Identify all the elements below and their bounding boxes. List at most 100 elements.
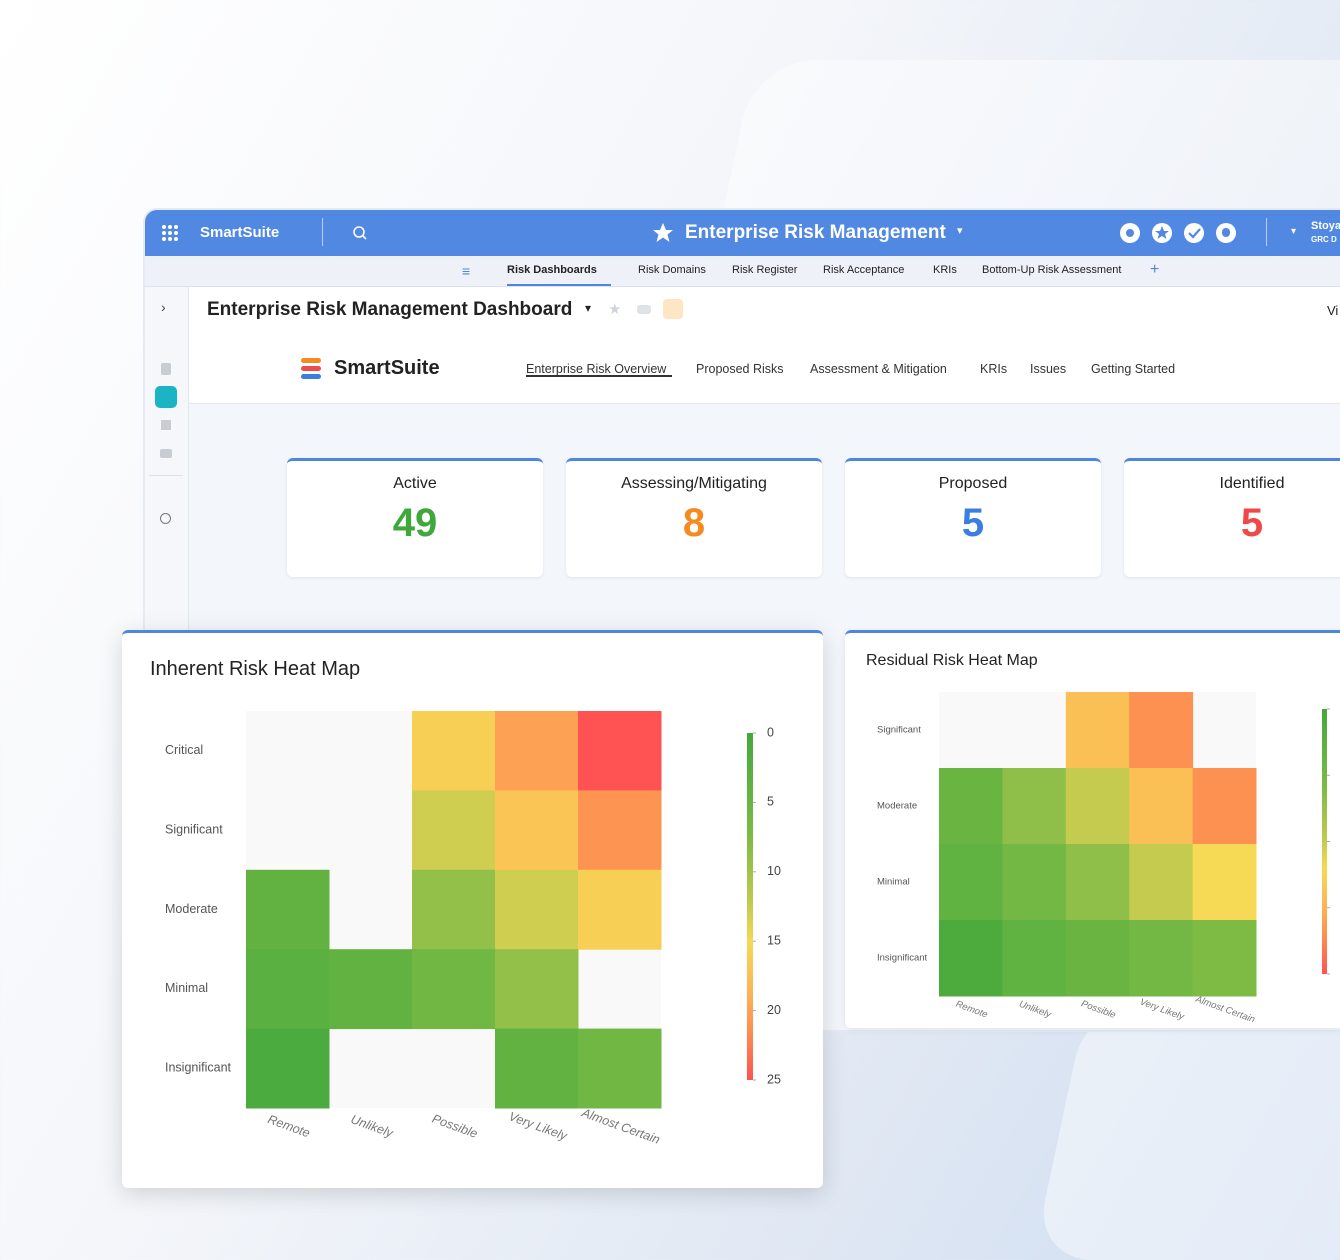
row-label: Minimal — [165, 981, 208, 995]
heat-cell — [495, 790, 579, 871]
star[interactable]: ★ — [608, 301, 622, 318]
app-title[interactable]: Enterprise Risk Management — [685, 222, 946, 243]
heat-cell — [1002, 920, 1067, 997]
residual-heatmap: Residual Risk Heat Map Significant Moderat… — [866, 652, 1330, 1025]
heat-cell — [1129, 768, 1194, 845]
card-value: 49 — [392, 501, 438, 545]
column-label: Possible — [1080, 998, 1118, 1021]
row-label: Insignificant — [165, 1061, 232, 1075]
doc-icon[interactable] — [161, 363, 171, 375]
column-label: Almost Certain — [579, 1105, 662, 1147]
search-icon[interactable] — [352, 225, 368, 241]
heat-cell — [495, 869, 579, 950]
colorbar-label: 5 — [767, 795, 774, 809]
heat-cell — [578, 790, 662, 871]
view-button[interactable]: Vi — [1327, 303, 1339, 318]
row-label: Insignificant — [877, 953, 928, 964]
heat-cell — [495, 949, 579, 1030]
apps-icon[interactable] — [161, 224, 179, 242]
heat-cell — [1065, 920, 1130, 997]
caret[interactable]: ▾ — [957, 225, 963, 237]
dashboard-icon[interactable] — [155, 386, 177, 408]
action-icons[interactable] — [1119, 222, 1239, 244]
top-bar: SmartSuite Enterprise Risk Management ▾ … — [145, 210, 1340, 256]
share-icon[interactable] — [637, 305, 651, 314]
heat-cell — [412, 869, 496, 950]
column-label: Unlikely — [349, 1112, 396, 1140]
active-underline — [526, 375, 672, 377]
column-label: Almost Certain — [1193, 993, 1256, 1025]
nav-link[interactable]: Getting Started — [1091, 362, 1176, 376]
heat-cell — [1192, 768, 1257, 845]
tab[interactable]: Risk Dashboards — [507, 264, 597, 276]
tab[interactable]: KRIs — [933, 264, 957, 276]
card-label: Active — [393, 475, 437, 492]
column-label: Very Likely — [507, 1109, 570, 1143]
bg-shape — [1032, 1000, 1340, 1260]
heat-cell — [246, 949, 330, 1030]
active-tab-underline — [507, 284, 611, 286]
row-label: Moderate — [877, 801, 917, 812]
colorbar-label: 15 — [767, 933, 781, 947]
user-icon[interactable] — [160, 513, 171, 524]
heat-cell — [1065, 844, 1130, 921]
row-label: Critical — [165, 743, 203, 757]
tab[interactable]: Risk Domains — [638, 264, 706, 276]
heat-cell — [412, 790, 496, 871]
colorbar-label: 25 — [767, 1072, 781, 1086]
user-name[interactable]: Stoya — [1311, 220, 1340, 232]
heat-cell — [246, 869, 330, 950]
inherent-heatmap: Inherent Risk Heat Map Critical Significan… — [150, 658, 781, 1147]
column-label: Unlikely — [1017, 999, 1053, 1021]
heat-cell — [329, 949, 413, 1030]
menu-icon[interactable]: ≡ — [462, 263, 471, 279]
logo: SmartSuite — [334, 357, 440, 379]
card-label: Identified — [1219, 475, 1285, 492]
logo-mark — [301, 358, 321, 379]
heat-cell — [412, 949, 496, 1030]
stat-card: Active 49 — [287, 458, 543, 577]
tab-bar: ≡ + Risk Dashboards Risk Domains Risk Regi… — [145, 256, 1340, 287]
tab[interactable]: Bottom-Up Risk Assessment — [982, 264, 1122, 276]
caret[interactable]: ▾ — [585, 301, 592, 315]
colorbar — [747, 733, 753, 1080]
row-label: Minimal — [877, 877, 910, 888]
heat-cell — [939, 768, 1003, 845]
stat-card: Identified 5 — [1124, 458, 1340, 577]
divider — [149, 475, 183, 476]
colorbar-label: 0 — [767, 725, 774, 739]
heat-cell — [1192, 920, 1257, 997]
heat-cell — [1002, 768, 1067, 845]
tab[interactable]: Risk Register — [732, 264, 798, 276]
add-tab[interactable]: + — [1150, 261, 1160, 278]
row-label: Significant — [165, 822, 223, 836]
tab[interactable]: Risk Acceptance — [823, 264, 905, 276]
column-label: Possible — [430, 1112, 479, 1141]
card-value: 8 — [682, 501, 706, 545]
panel-title: Inherent Risk Heat Map — [150, 658, 360, 680]
rss-icon[interactable] — [663, 299, 683, 319]
caret[interactable]: ▾ — [1291, 226, 1297, 237]
heat-cell — [246, 1028, 330, 1109]
nav-link[interactable]: KRIs — [980, 362, 1008, 376]
folder-icon[interactable] — [160, 449, 172, 458]
heat-cell — [1065, 768, 1130, 845]
expand[interactable]: › — [161, 299, 166, 315]
heat-cell — [939, 920, 1003, 997]
colorbar-label: 20 — [767, 1003, 781, 1017]
column-label: Remote — [954, 999, 989, 1021]
stat-card: Proposed 5 — [845, 458, 1101, 577]
card-label: Assessing/Mitigating — [621, 475, 767, 492]
nav-link[interactable]: Proposed Risks — [696, 362, 784, 376]
heat-cell — [578, 711, 662, 791]
nav-link[interactable]: Enterprise Risk Overview — [526, 362, 667, 376]
nav-link[interactable]: Assessment & Mitigation — [810, 362, 947, 376]
nav-link[interactable]: Issues — [1030, 362, 1067, 376]
divider — [322, 218, 323, 246]
heat-cell — [1192, 844, 1257, 921]
column-label: Very Likely — [1138, 997, 1186, 1024]
colorbar-label: 10 — [767, 864, 781, 878]
inner-header: SmartSuite Enterprise Risk Overview Propo… — [189, 335, 1340, 404]
board-icon[interactable] — [161, 420, 171, 430]
